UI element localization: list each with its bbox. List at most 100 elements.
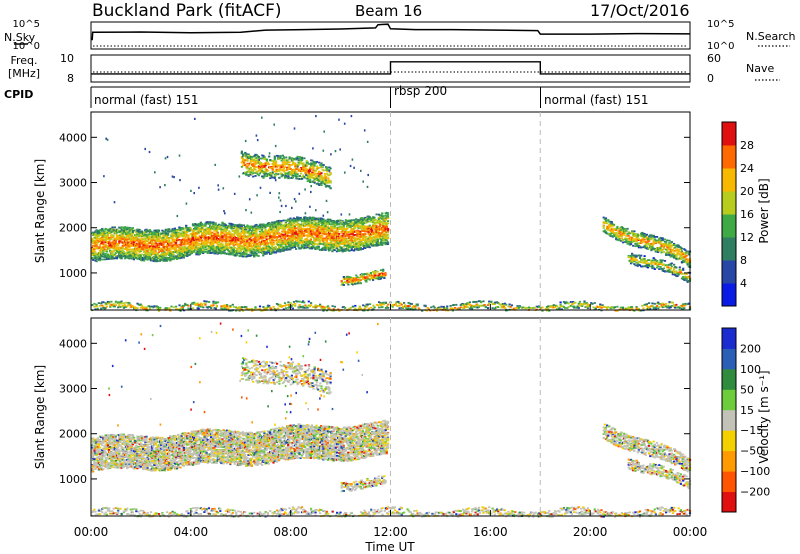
power-cell-255 xyxy=(105,258,108,261)
power-cell-18 xyxy=(92,247,95,250)
power-cell-204 xyxy=(102,253,105,256)
power-cell-4208 xyxy=(341,241,344,244)
power-cell-2844 xyxy=(261,252,264,254)
power-cell-2114 xyxy=(216,244,219,246)
power-cell-934 xyxy=(146,237,149,240)
power-cell-1006 xyxy=(151,231,154,234)
power-cell-1552 xyxy=(184,227,187,230)
power-cell-4045 xyxy=(331,223,334,226)
power-cell-4152 xyxy=(338,245,341,247)
power-cell-4627 xyxy=(366,218,369,221)
power-cell-914 xyxy=(145,245,148,248)
power-cell-481 xyxy=(119,249,122,252)
power-cell-594 xyxy=(126,238,129,241)
power-cell-1924 xyxy=(205,243,208,245)
power-cell-476 xyxy=(119,255,122,257)
power-cell-4940 xyxy=(385,212,388,214)
power-cell-460 xyxy=(118,254,121,256)
power-cell-3653 xyxy=(308,245,311,248)
power-cell-3167 xyxy=(280,220,283,222)
power-cell-1831 xyxy=(199,223,202,226)
power-cell-2109 xyxy=(216,235,219,237)
power-cell-589 xyxy=(126,249,129,252)
power-cell-4611 xyxy=(365,225,368,228)
power-cell-2670 xyxy=(250,235,253,238)
power-cell-649 xyxy=(129,229,132,232)
power-cell-3755 xyxy=(314,226,317,229)
power-cell-2196 xyxy=(221,221,224,224)
power-cell-2955 xyxy=(267,251,270,254)
power-cell-3026 xyxy=(271,226,274,228)
power-cell-1774 xyxy=(196,224,199,226)
power-cell-2299 xyxy=(228,240,231,243)
power-cell-1483 xyxy=(179,257,182,260)
power-cell-1141 xyxy=(159,260,162,262)
power-cell-1991 xyxy=(210,240,213,243)
power-cell-1309 xyxy=(169,258,172,260)
power-cell-2623 xyxy=(247,238,250,241)
power-cell-3659 xyxy=(308,241,311,244)
power-cell-1866 xyxy=(202,252,205,254)
power-cell-284 xyxy=(108,240,111,243)
power-cell-4320 xyxy=(348,236,351,239)
power-cell-1527 xyxy=(181,233,184,236)
power-cell-3143 xyxy=(278,219,281,222)
power-cell-3637 xyxy=(307,240,310,243)
power-cell-1445 xyxy=(177,255,180,258)
power-cell-3509 xyxy=(300,224,303,227)
power-cell-1152 xyxy=(160,241,163,244)
power-cell-3911 xyxy=(324,224,327,227)
power-cell-3125 xyxy=(276,225,280,228)
power-cell-87 xyxy=(95,230,98,233)
power-cell-2854 xyxy=(261,248,264,251)
power-cell-2065 xyxy=(213,229,216,232)
power-cell-1365 xyxy=(172,255,175,258)
power-cell-2685 xyxy=(250,232,253,235)
power-cell-2799 xyxy=(257,243,260,246)
power-cell-2915 xyxy=(265,238,268,241)
power-cell-1484 xyxy=(179,229,182,232)
power-cell-3426 xyxy=(296,241,299,244)
power-cell-4657 xyxy=(368,218,371,220)
power-cell-1241 xyxy=(164,257,167,259)
power-cell-1033 xyxy=(152,256,155,259)
power-cell-473 xyxy=(119,231,122,234)
power-cell-432 xyxy=(115,248,119,250)
power-cell-2007 xyxy=(210,243,213,246)
power-cell-3233 xyxy=(284,248,287,251)
power-cell-1783 xyxy=(197,232,200,235)
power-cell-4964 xyxy=(240,150,243,153)
power-cell-523 xyxy=(122,254,125,256)
power-cell-1315 xyxy=(169,244,172,246)
power-cell-391 xyxy=(113,253,116,256)
power-cell-1392 xyxy=(173,239,176,242)
power-cell-1925 xyxy=(205,248,208,251)
power-cell-4246 xyxy=(343,241,346,244)
power-cell-200 xyxy=(102,252,105,254)
power-cell-3919 xyxy=(324,245,327,247)
power-cell-746 xyxy=(135,254,138,257)
power-cell-3447 xyxy=(297,232,300,234)
power-cell-4469 xyxy=(357,249,360,251)
power-cell-1894 xyxy=(203,225,206,227)
power-cell-3976 xyxy=(327,227,331,230)
power-cell-4761 xyxy=(375,236,378,239)
power-cell-4660 xyxy=(368,220,371,223)
power-cell-650 xyxy=(129,240,132,242)
power-cell-2629 xyxy=(247,235,250,238)
power-cell-4043 xyxy=(331,230,334,232)
power-cell-4609 xyxy=(365,238,368,240)
power-cell-1318 xyxy=(169,259,172,262)
power-cell-2347 xyxy=(230,253,233,256)
power-cell-4582 xyxy=(364,233,367,235)
power-cell-3925 xyxy=(324,223,327,225)
power-cell-4198 xyxy=(340,247,343,249)
power-cell-1586 xyxy=(185,242,188,245)
power-cell-3211 xyxy=(282,226,285,229)
power-cell-2714 xyxy=(253,253,256,255)
power-cell-537 xyxy=(122,241,125,244)
power-cell-4518 xyxy=(359,225,362,227)
power-cell-2664 xyxy=(249,254,252,257)
power-cell-3244 xyxy=(284,231,287,234)
power-cell-4054 xyxy=(332,246,335,248)
